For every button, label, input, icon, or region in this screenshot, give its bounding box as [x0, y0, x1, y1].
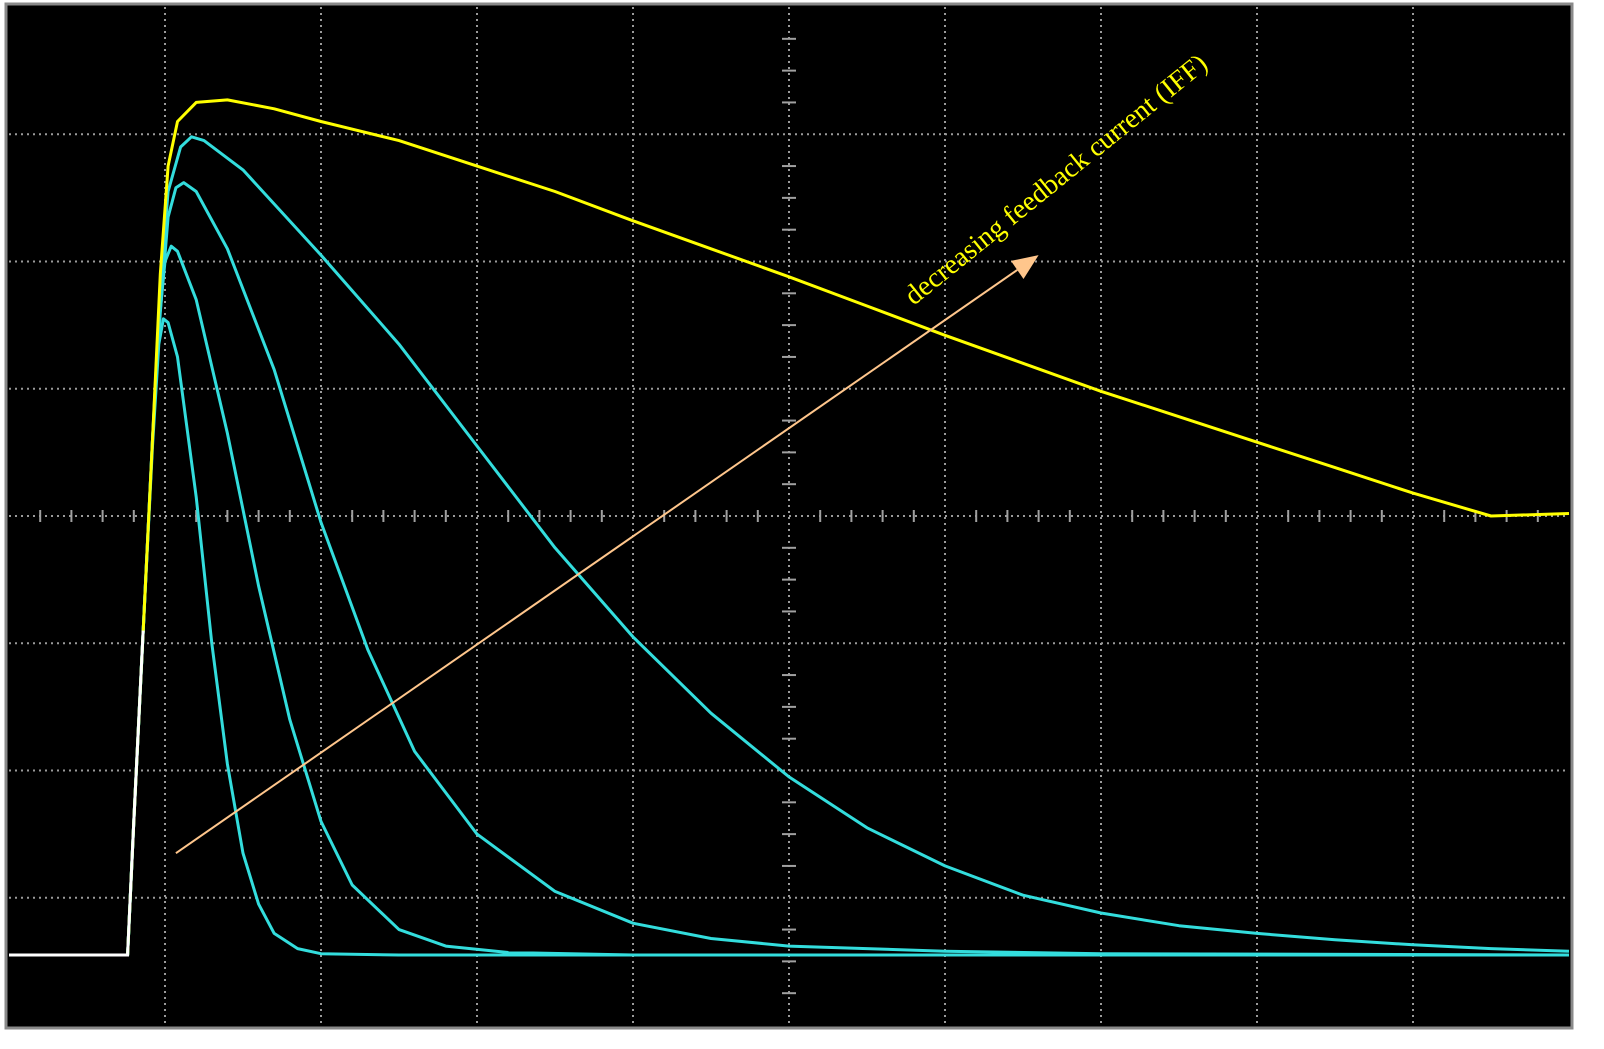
rising-edge-trace [9, 630, 145, 957]
grid [9, 7, 1569, 1025]
series-line-1 [9, 98, 1570, 957]
annotation-arrow-head [1010, 255, 1039, 279]
series-group [9, 98, 1570, 957]
annotation-arrow-line [175, 269, 1018, 855]
